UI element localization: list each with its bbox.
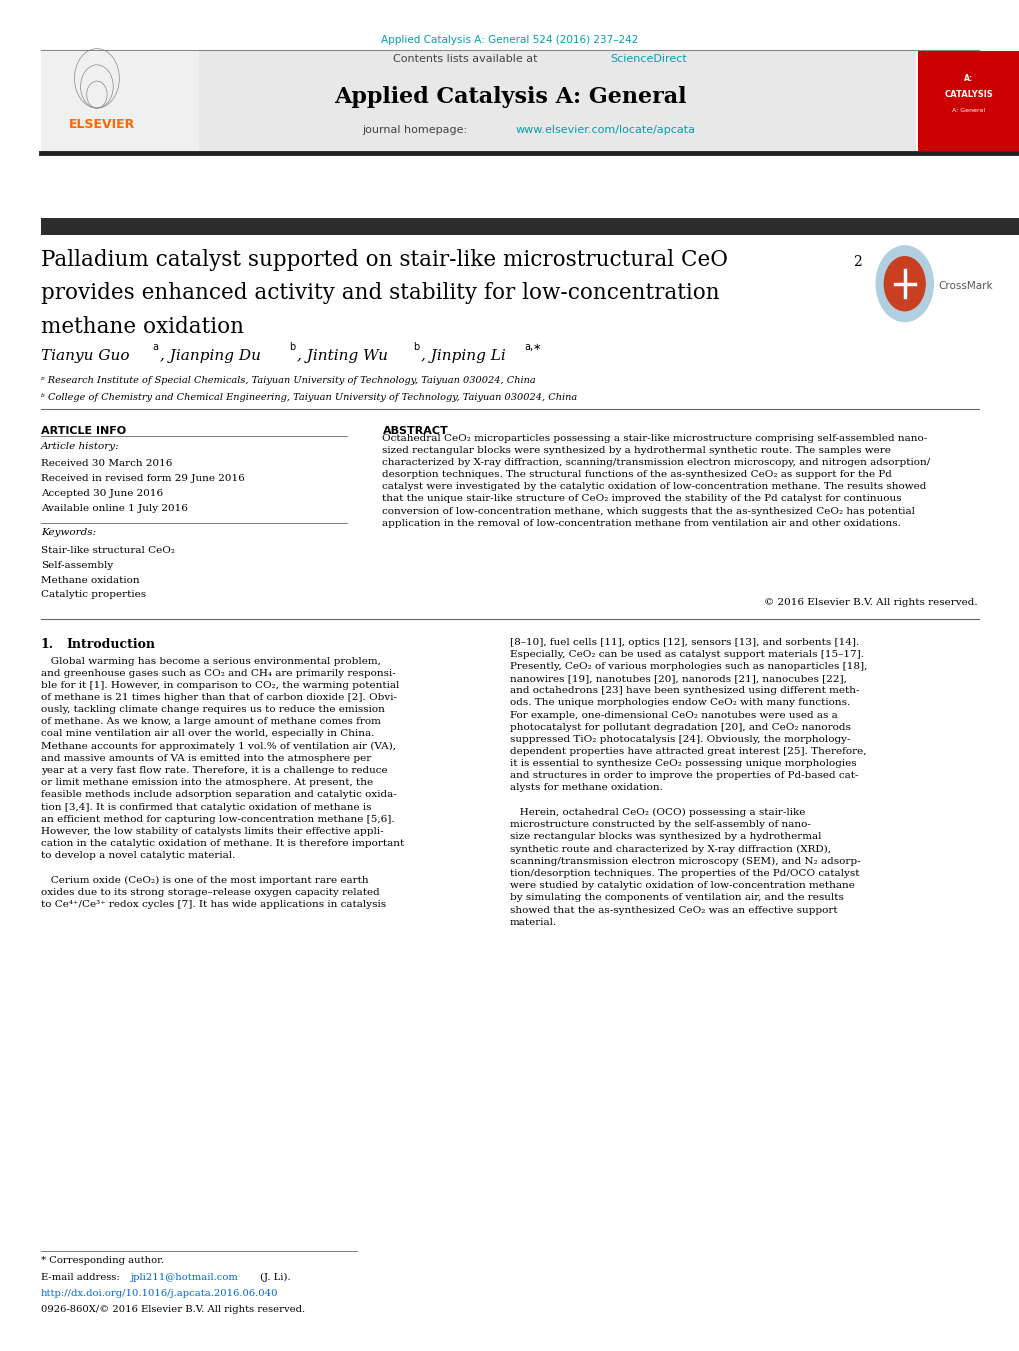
Text: Octahedral CeO₂ microparticles possessing a stair-like microstructure comprising: Octahedral CeO₂ microparticles possessin… bbox=[382, 434, 930, 528]
Text: a,∗: a,∗ bbox=[524, 342, 541, 351]
Text: * Corresponding author.: * Corresponding author. bbox=[41, 1256, 164, 1266]
Text: Methane oxidation: Methane oxidation bbox=[41, 576, 140, 585]
FancyBboxPatch shape bbox=[41, 51, 915, 151]
Circle shape bbox=[875, 246, 932, 322]
Text: Palladium catalyst supported on stair-like microstructural CeO: Palladium catalyst supported on stair-li… bbox=[41, 249, 728, 270]
Text: ARTICLE INFO: ARTICLE INFO bbox=[41, 426, 125, 435]
Text: ᵇ College of Chemistry and Chemical Engineering, Taiyuan University of Technolog: ᵇ College of Chemistry and Chemical Engi… bbox=[41, 393, 577, 403]
Text: http://dx.doi.org/10.1016/j.apcata.2016.06.040: http://dx.doi.org/10.1016/j.apcata.2016.… bbox=[41, 1289, 278, 1298]
Text: 0926-860X/© 2016 Elsevier B.V. All rights reserved.: 0926-860X/© 2016 Elsevier B.V. All right… bbox=[41, 1305, 305, 1315]
Text: Received 30 March 2016: Received 30 March 2016 bbox=[41, 459, 172, 469]
Text: CATALYSIS: CATALYSIS bbox=[944, 91, 993, 99]
Text: , Jianping Du: , Jianping Du bbox=[160, 349, 261, 362]
Text: 2: 2 bbox=[852, 255, 861, 269]
Text: A: General: A: General bbox=[952, 108, 984, 113]
Text: (J. Li).: (J. Li). bbox=[257, 1273, 290, 1282]
Text: Introduction: Introduction bbox=[66, 638, 155, 651]
Text: Applied Catalysis A: General: Applied Catalysis A: General bbox=[333, 86, 686, 108]
Text: a: a bbox=[152, 342, 158, 351]
Text: A:: A: bbox=[964, 74, 972, 82]
Text: ScienceDirect: ScienceDirect bbox=[609, 54, 686, 65]
FancyBboxPatch shape bbox=[917, 51, 1019, 151]
Text: Article history:: Article history: bbox=[41, 442, 119, 451]
Text: Tianyu Guo: Tianyu Guo bbox=[41, 349, 129, 362]
Text: Available online 1 July 2016: Available online 1 July 2016 bbox=[41, 504, 187, 513]
Text: Applied Catalysis A: General 524 (2016) 237–242: Applied Catalysis A: General 524 (2016) … bbox=[381, 35, 638, 45]
Text: Stair-like structural CeO₂: Stair-like structural CeO₂ bbox=[41, 546, 174, 555]
Circle shape bbox=[883, 257, 924, 311]
Text: b: b bbox=[413, 342, 419, 351]
Text: CrossMark: CrossMark bbox=[937, 281, 993, 292]
Text: journal homepage:: journal homepage: bbox=[362, 124, 470, 135]
Text: 1.: 1. bbox=[41, 638, 54, 651]
Text: provides enhanced activity and stability for low-concentration: provides enhanced activity and stability… bbox=[41, 282, 718, 304]
Text: , Jinting Wu: , Jinting Wu bbox=[297, 349, 387, 362]
Text: Keywords:: Keywords: bbox=[41, 528, 96, 538]
Text: b: b bbox=[288, 342, 294, 351]
Text: methane oxidation: methane oxidation bbox=[41, 316, 244, 338]
Text: ELSEVIER: ELSEVIER bbox=[69, 118, 136, 131]
Text: Contents lists available at: Contents lists available at bbox=[392, 54, 540, 65]
Text: jpli211@hotmail.com: jpli211@hotmail.com bbox=[130, 1273, 238, 1282]
Text: Self-assembly: Self-assembly bbox=[41, 561, 113, 570]
Text: Global warming has become a serious environmental problem,
and greenhouse gases : Global warming has become a serious envi… bbox=[41, 657, 404, 909]
Text: Received in revised form 29 June 2016: Received in revised form 29 June 2016 bbox=[41, 474, 245, 484]
Text: © 2016 Elsevier B.V. All rights reserved.: © 2016 Elsevier B.V. All rights reserved… bbox=[763, 598, 976, 608]
Text: www.elsevier.com/locate/apcata: www.elsevier.com/locate/apcata bbox=[515, 124, 694, 135]
FancyBboxPatch shape bbox=[41, 218, 1019, 235]
Text: E-mail address:: E-mail address: bbox=[41, 1273, 122, 1282]
Text: ᵄ Research Institute of Special Chemicals, Taiyuan University of Technology, Tai: ᵄ Research Institute of Special Chemical… bbox=[41, 376, 535, 385]
Text: ABSTRACT: ABSTRACT bbox=[382, 426, 447, 435]
Text: , Jinping Li: , Jinping Li bbox=[421, 349, 505, 362]
Text: Accepted 30 June 2016: Accepted 30 June 2016 bbox=[41, 489, 163, 499]
Text: Catalytic properties: Catalytic properties bbox=[41, 590, 146, 600]
FancyBboxPatch shape bbox=[41, 51, 199, 151]
Text: [8–10], fuel cells [11], optics [12], sensors [13], and sorbents [14].
Especiall: [8–10], fuel cells [11], optics [12], se… bbox=[510, 638, 866, 927]
